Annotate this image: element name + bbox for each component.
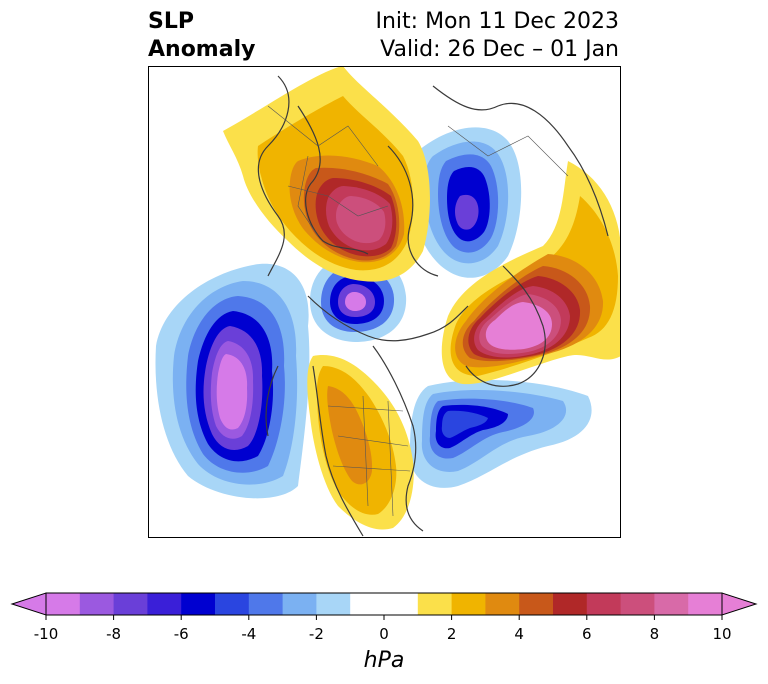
north-atlantic-low: [409, 379, 592, 488]
colorbar-cell: [384, 593, 419, 615]
title-anomaly: Anomaly: [148, 37, 256, 62]
colorbar-label: hPa: [364, 648, 405, 673]
colorbar-tick-label: -6: [174, 625, 189, 643]
colorbar-cell: [553, 593, 588, 615]
colorbar-extend-high: [721, 592, 758, 616]
colorbar-tick-label: 0: [379, 625, 389, 643]
colorbar-tick-label: 4: [514, 625, 524, 643]
colorbar-cell: [451, 593, 486, 615]
colorbar-ticks: -10 -8 -6 -4 -2 0 2 4 6 8 10: [34, 615, 732, 643]
colorbar-cell: [79, 593, 115, 615]
anomaly-map: [148, 66, 621, 538]
colorbar-cell: [350, 593, 385, 615]
colorbar-cell: [654, 593, 689, 615]
map-title: SLP Anomaly: [148, 8, 255, 64]
borders: [267, 105, 569, 517]
colorbar-cell: [147, 593, 182, 615]
colorbar-tick-label: 8: [650, 625, 660, 643]
colorbar-tick-label: -4: [241, 625, 256, 643]
colorbar-cell: [248, 593, 284, 615]
colorbar-cell: [586, 593, 622, 615]
colorbar-cell: [688, 593, 723, 615]
greenland-high: [441, 161, 621, 385]
colorbar-cell: [215, 593, 250, 615]
colorbar-tick-label: -2: [309, 625, 324, 643]
colorbar-cell: [485, 593, 520, 615]
init-date: Init: Mon 11 Dec 2023: [375, 9, 620, 34]
colorbar-cell: [620, 593, 655, 615]
colorbar-tick-label: 6: [582, 625, 592, 643]
siberia-low: [410, 127, 522, 278]
coastlines: [257, 75, 609, 537]
colorbar-cell: [181, 593, 216, 615]
north-pacific-low: [155, 263, 310, 499]
colorbar-cell: [316, 593, 351, 615]
colorbar-cell: [282, 593, 317, 615]
valid-range: Valid: 26 Dec – 01 Jan: [380, 37, 619, 62]
colorbar-tick-label: 2: [447, 625, 457, 643]
north-america-high: [307, 355, 414, 530]
colorbar: -10 -8 -6 -4 -2 0 2 4 6 8 10 hPa: [10, 592, 758, 673]
colorbar-tick-label: 10: [712, 625, 731, 643]
colorbar-tick-label: -8: [106, 625, 121, 643]
colorbar-cell: [417, 593, 453, 615]
map-dates: Init: Mon 11 Dec 2023 Valid: 26 Dec – 01…: [376, 8, 620, 64]
colorbar-cell: [46, 593, 81, 615]
colorbar-cell: [519, 593, 554, 615]
colorbar-tick-label: -10: [34, 625, 59, 643]
title-variable: SLP: [148, 9, 194, 34]
colorbar-cells: [10, 592, 758, 616]
colorbar-extend-low: [10, 592, 47, 616]
colorbar-cell: [113, 593, 148, 615]
